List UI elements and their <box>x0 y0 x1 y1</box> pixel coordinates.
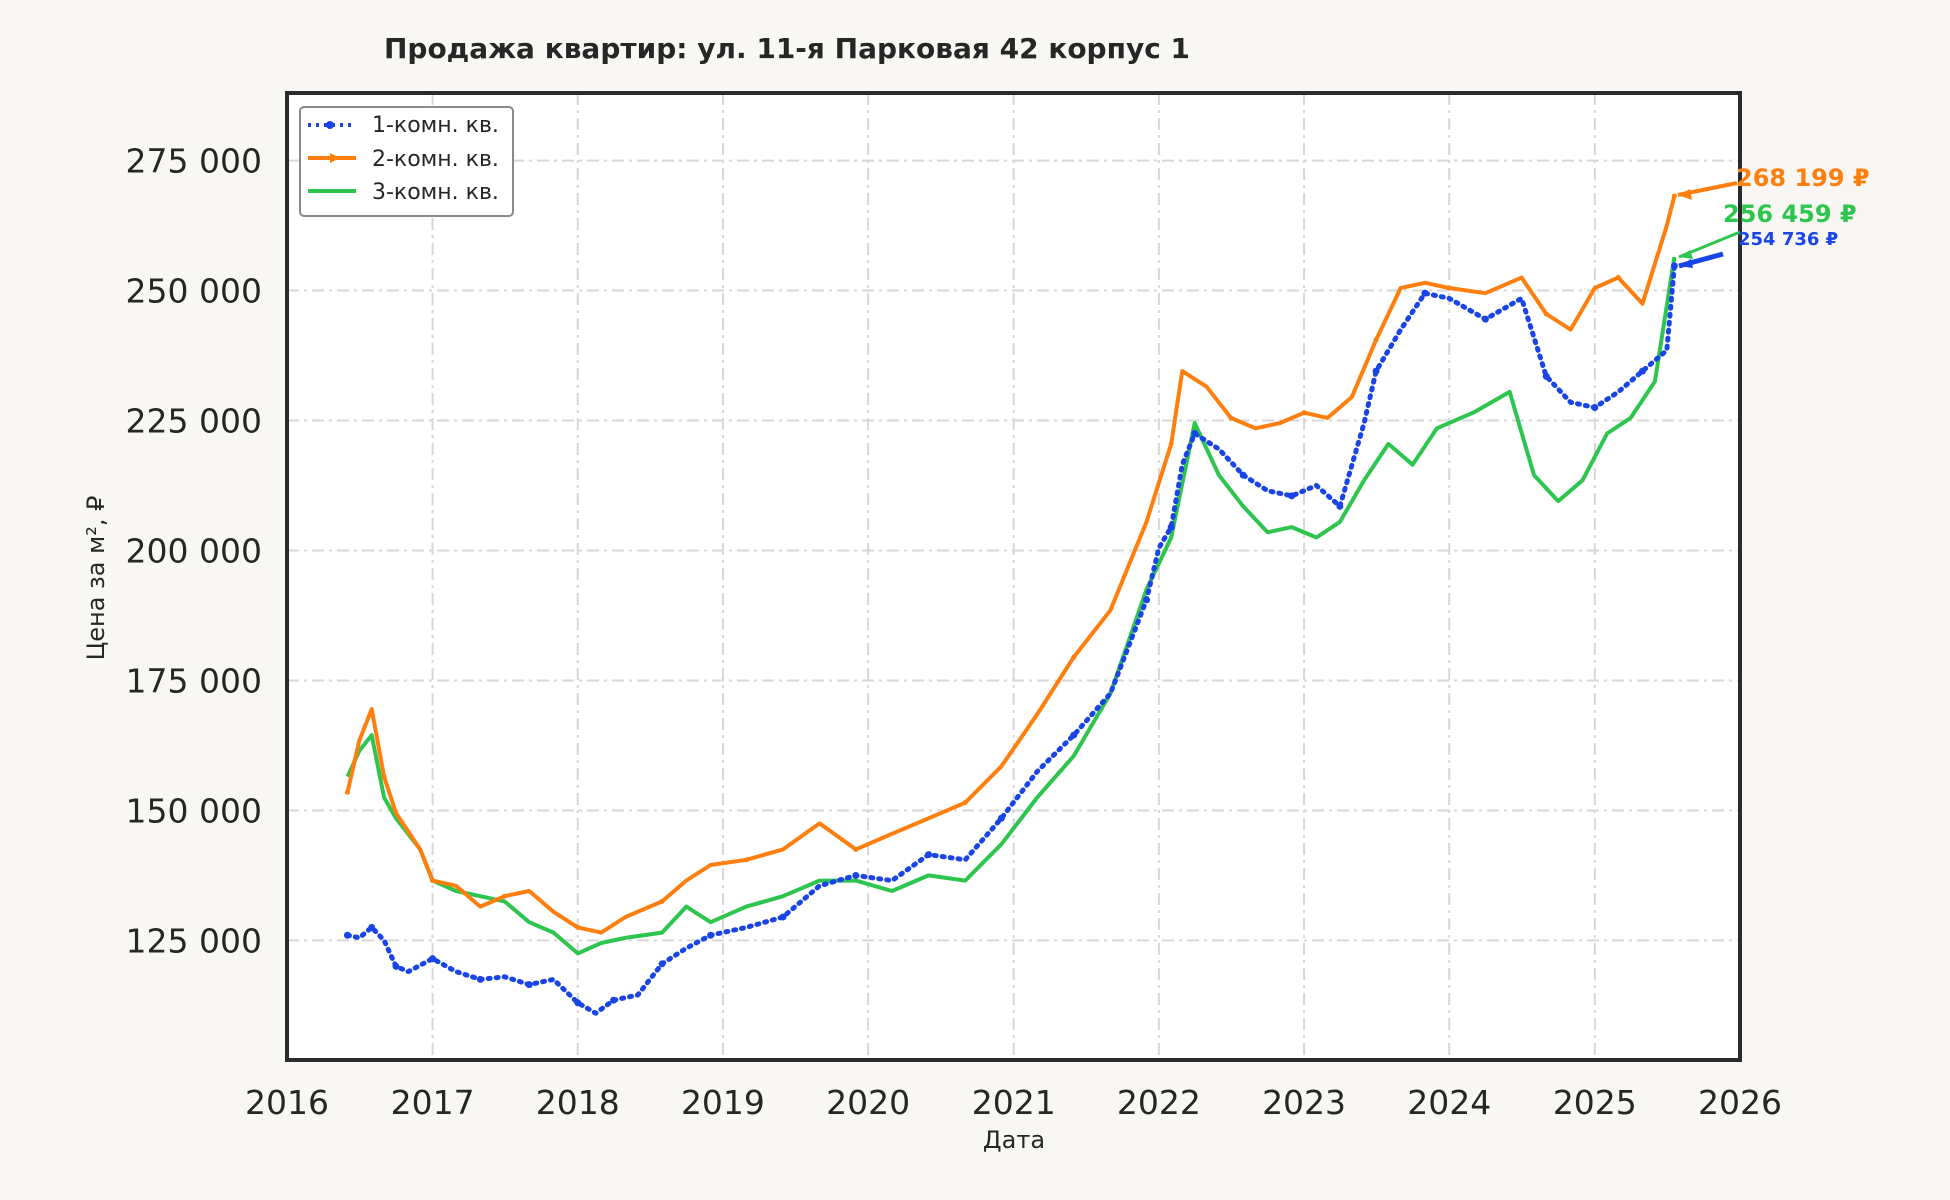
x-tick-label: 2025 <box>1553 1083 1637 1122</box>
plot-frame <box>285 91 1742 1062</box>
legend-marker-1-room <box>326 121 334 129</box>
x-tick-label: 2024 <box>1407 1083 1491 1122</box>
series-point-1-room <box>1542 372 1550 380</box>
series-point-1-room <box>1239 471 1247 479</box>
tick-layer: 2016 2017 2018 2019 2020 2021 2022 2023 2024 2025… <box>126 142 1782 1122</box>
series-point-1-room <box>779 913 787 921</box>
series-point-2-room <box>743 857 749 863</box>
chart-title: Продажа квартир: ул. 11-я Парковая 42 ко… <box>384 32 1190 65</box>
end-arrowhead-2-room <box>1678 189 1692 200</box>
end-label-2-room: 268 199 ₽ <box>1736 164 1870 192</box>
series-point-1-room <box>525 981 533 989</box>
y-tick-label: 250 000 <box>126 272 262 311</box>
series-layer <box>343 193 1678 1016</box>
y-tick-label: 275 000 <box>126 142 262 181</box>
series-point-1-room <box>429 955 437 963</box>
x-tick-label: 2022 <box>1117 1083 1201 1122</box>
series-point-1-room <box>610 996 618 1004</box>
end-label-3-room: 256 459 ₽ <box>1723 200 1857 228</box>
legend-marker-2-room <box>330 153 340 163</box>
legend: 1-комн. кв. 2-комн. кв. 3-комн. кв. <box>299 106 514 217</box>
series-point-2-room <box>853 846 859 852</box>
series-point-1-room <box>392 962 400 970</box>
series-point-2-room <box>344 789 350 795</box>
series-point-1-room <box>574 999 582 1007</box>
series-point-2-room <box>381 774 387 780</box>
x-tick-label: 2016 <box>245 1083 329 1122</box>
series-point-1-room <box>925 851 933 859</box>
series-point-1-room <box>476 975 484 983</box>
series-point-1-room <box>852 871 860 879</box>
y-tick-label: 175 000 <box>126 661 262 700</box>
series-point-2-room <box>1373 337 1379 343</box>
series-line-2-room <box>345 195 1677 935</box>
series-point-1-room <box>1191 430 1199 438</box>
x-tick-label: 2017 <box>391 1083 475 1122</box>
series-point-1-room <box>1143 596 1151 604</box>
legend-label-2-room: 2-комн. кв. <box>372 147 499 172</box>
series-point-2-room <box>1615 275 1621 281</box>
series-point-1-room <box>997 814 1005 822</box>
x-tick-label: 2020 <box>826 1083 910 1122</box>
series-point-2-room <box>1671 193 1677 199</box>
series-point-1-room <box>658 960 666 968</box>
series-point-2-room <box>430 878 436 884</box>
annotation-layer: 268 199 ₽ 256 459 ₽ 254 736 ₽ <box>1677 164 1870 269</box>
series-line-1-room <box>345 263 1677 1016</box>
series-line-3-room <box>345 256 1677 956</box>
legend-label-1-room: 1-комн. кв. <box>372 113 499 138</box>
series-point-1-room <box>368 923 376 931</box>
series-point-1-room <box>343 931 351 939</box>
series-point-2-room <box>575 924 581 930</box>
x-tick-label: 2026 <box>1698 1083 1782 1122</box>
x-tick-label: 2021 <box>972 1083 1056 1122</box>
y-tick-label: 125 000 <box>126 921 262 960</box>
series-point-1-room <box>1481 315 1489 323</box>
y-axis-title: Цена за м², ₽ <box>82 496 110 661</box>
series-point-1-room <box>1670 262 1678 270</box>
x-tick-label: 2019 <box>681 1083 765 1122</box>
legend-box <box>299 106 514 217</box>
series-point-2-room <box>659 898 665 904</box>
end-arrowhead-3-room <box>1679 250 1693 259</box>
series-point-2-room <box>1168 441 1174 447</box>
series-point-2-room <box>502 893 508 899</box>
series-point-2-room <box>1543 311 1549 317</box>
series-point-2-room <box>1228 415 1234 421</box>
end-label-1-room: 254 736 ₽ <box>1738 229 1838 250</box>
series-point-1-room <box>1372 367 1380 375</box>
y-tick-label: 225 000 <box>126 402 262 441</box>
series-point-2-room <box>1071 654 1077 660</box>
series-point-1-room <box>1070 731 1078 739</box>
series-point-1-room <box>1421 289 1429 297</box>
series-point-1-room <box>1591 404 1599 412</box>
series-point-1-room <box>1639 367 1647 375</box>
series-point-1-room <box>707 931 715 939</box>
x-axis-title: Дата <box>983 1126 1045 1154</box>
legend-label-3-room: 3-комн. кв. <box>372 180 499 205</box>
series-point-1-room <box>1336 502 1344 510</box>
y-tick-label: 200 000 <box>126 532 262 571</box>
end-arrowhead-1-room <box>1679 259 1693 268</box>
series-point-2-room <box>962 800 968 806</box>
series-point-2-room <box>1301 410 1307 416</box>
y-tick-label: 150 000 <box>126 791 262 830</box>
x-tick-label: 2018 <box>536 1083 620 1122</box>
x-tick-label: 2023 <box>1262 1083 1346 1122</box>
series-point-1-room <box>1288 492 1296 500</box>
series-point-2-room <box>1446 285 1452 291</box>
series-point-1-room <box>1167 523 1175 531</box>
